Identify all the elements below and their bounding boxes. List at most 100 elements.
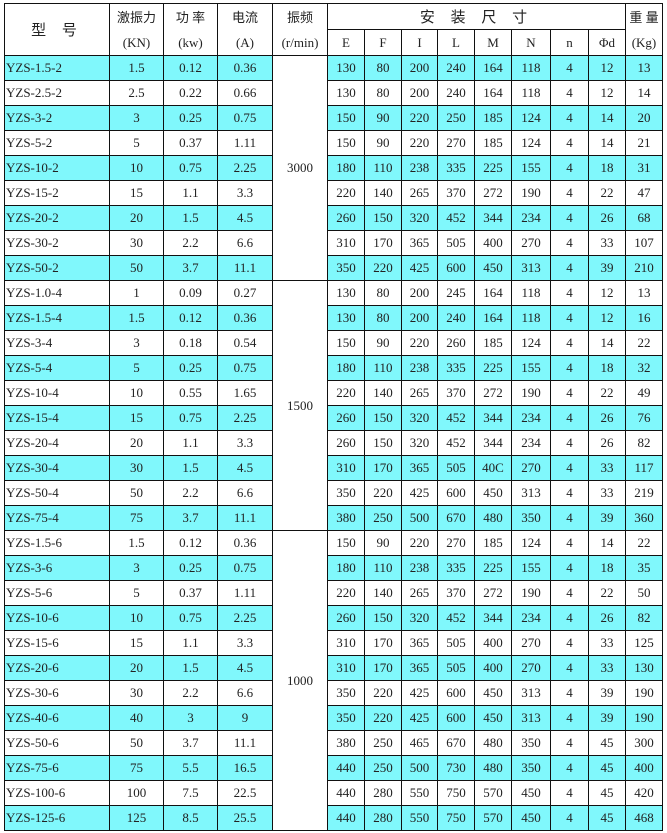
value-cell: 505 — [437, 655, 475, 681]
freq-cell: 1500 — [272, 280, 328, 531]
value-cell: 3.3 — [217, 430, 273, 456]
model-cell: YZS-5-6 — [4, 580, 110, 606]
model-cell: YZS-75-6 — [4, 755, 110, 781]
value-cell: 360 — [625, 505, 663, 531]
value-cell: 76 — [625, 405, 663, 431]
value-cell: 0.09 — [163, 280, 218, 306]
value-cell: 18 — [588, 555, 626, 581]
value-cell: 270 — [511, 455, 551, 481]
value-cell: 350 — [511, 755, 551, 781]
value-cell: 400 — [474, 230, 512, 256]
value-cell: 600 — [437, 480, 475, 506]
value-cell: 210 — [625, 255, 663, 281]
value-cell: 90 — [364, 330, 402, 356]
value-cell: 4 — [550, 355, 589, 381]
header-current-unit: (A) — [235, 34, 255, 50]
value-cell: 190 — [511, 380, 551, 406]
value-cell: 225 — [474, 555, 512, 581]
value-cell: 370 — [437, 380, 475, 406]
value-cell: 80 — [364, 55, 402, 81]
value-cell: 0.37 — [163, 580, 218, 606]
value-cell: 313 — [511, 680, 551, 706]
value-cell: 4 — [550, 55, 589, 81]
value-cell: 0.18 — [163, 330, 218, 356]
table-row: YZS-15-4 15 0.75 2.25 260 150 320 452 344 234 4 26 7… — [4, 405, 663, 431]
header-power-unit: (kw) — [178, 34, 203, 50]
value-cell: 0.36 — [217, 530, 273, 556]
header-power: 功 率 (kw) — [163, 3, 218, 56]
value-cell: 82 — [625, 430, 663, 456]
value-cell: 260 — [327, 605, 365, 631]
value-cell: 110 — [364, 355, 402, 381]
value-cell: 45 — [588, 805, 626, 831]
table-row: YZS-50-2 50 3.7 11.1 350 220 425 600 450 313 4 39 21… — [4, 255, 663, 281]
value-cell: 185 — [474, 330, 512, 356]
value-cell: 452 — [437, 605, 475, 631]
value-cell: 6.6 — [217, 230, 273, 256]
value-cell: 14 — [588, 330, 626, 356]
value-cell: 140 — [364, 580, 402, 606]
value-cell: 4 — [550, 455, 589, 481]
value-cell: 270 — [437, 130, 475, 156]
header-weight: 重 量 (Kg) — [625, 3, 663, 56]
value-cell: 400 — [474, 630, 512, 656]
table-row: YZS-1.5-6 1.5 0.12 0.36 1000 150 90 220 270 185 12… — [4, 530, 663, 831]
value-cell: 272 — [474, 380, 512, 406]
value-cell: 313 — [511, 255, 551, 281]
value-cell: 370 — [437, 180, 475, 206]
value-cell: 238 — [401, 355, 438, 381]
value-cell: 80 — [364, 80, 402, 106]
value-cell: 219 — [625, 480, 663, 506]
value-cell: 4.5 — [217, 655, 273, 681]
value-cell: 350 — [511, 730, 551, 756]
value-cell: 130 — [327, 280, 365, 306]
value-cell: 344 — [474, 430, 512, 456]
value-cell: 335 — [437, 555, 475, 581]
value-cell: 20 — [625, 105, 663, 131]
model-cell: YZS-5-2 — [4, 130, 110, 156]
value-cell: 4 — [550, 180, 589, 206]
table-row: YZS-2.5-2 2.5 0.22 0.66 130 80 200 240 164 118 4 12… — [4, 80, 663, 106]
value-cell: 4 — [550, 305, 589, 331]
value-cell: 18 — [588, 355, 626, 381]
value-cell: 220 — [364, 705, 402, 731]
value-cell: 1.5 — [109, 305, 164, 331]
header-dim-2: I — [401, 29, 438, 56]
value-cell: 1.1 — [163, 430, 218, 456]
value-cell: 15 — [109, 405, 164, 431]
value-cell: 26 — [588, 605, 626, 631]
value-cell: 500 — [401, 755, 438, 781]
value-cell: 26 — [588, 430, 626, 456]
value-cell: 6.6 — [217, 680, 273, 706]
model-cell: YZS-15-2 — [4, 180, 110, 206]
model-cell: YZS-3-2 — [4, 105, 110, 131]
header-model: 型 号 — [4, 3, 110, 56]
value-cell: 310 — [327, 230, 365, 256]
value-cell: 5 — [109, 355, 164, 381]
value-cell: 185 — [474, 130, 512, 156]
value-cell: 124 — [511, 130, 551, 156]
value-cell: 16 — [625, 305, 663, 331]
value-cell: 0.25 — [163, 555, 218, 581]
value-cell: 180 — [327, 155, 365, 181]
value-cell: 170 — [364, 455, 402, 481]
value-cell: 0.55 — [163, 380, 218, 406]
value-cell: 505 — [437, 455, 475, 481]
value-cell: 4.5 — [217, 205, 273, 231]
value-cell: 300 — [625, 730, 663, 756]
value-cell: 600 — [437, 255, 475, 281]
table-row: YZS-5-2 5 0.37 1.11 150 90 220 270 185 124 4 14 21 — [4, 130, 663, 156]
value-cell: 1 — [109, 280, 164, 306]
value-cell: 4 — [550, 330, 589, 356]
value-cell: 280 — [364, 780, 402, 806]
value-cell: 1.65 — [217, 380, 273, 406]
value-cell: 440 — [327, 805, 365, 831]
value-cell: 4 — [550, 230, 589, 256]
value-cell: 18 — [588, 155, 626, 181]
value-cell: 30 — [109, 455, 164, 481]
value-cell: 125 — [625, 630, 663, 656]
value-cell: 3.7 — [163, 730, 218, 756]
value-cell: 600 — [437, 680, 475, 706]
model-cell: YZS-30-4 — [4, 455, 110, 481]
value-cell: 450 — [474, 705, 512, 731]
